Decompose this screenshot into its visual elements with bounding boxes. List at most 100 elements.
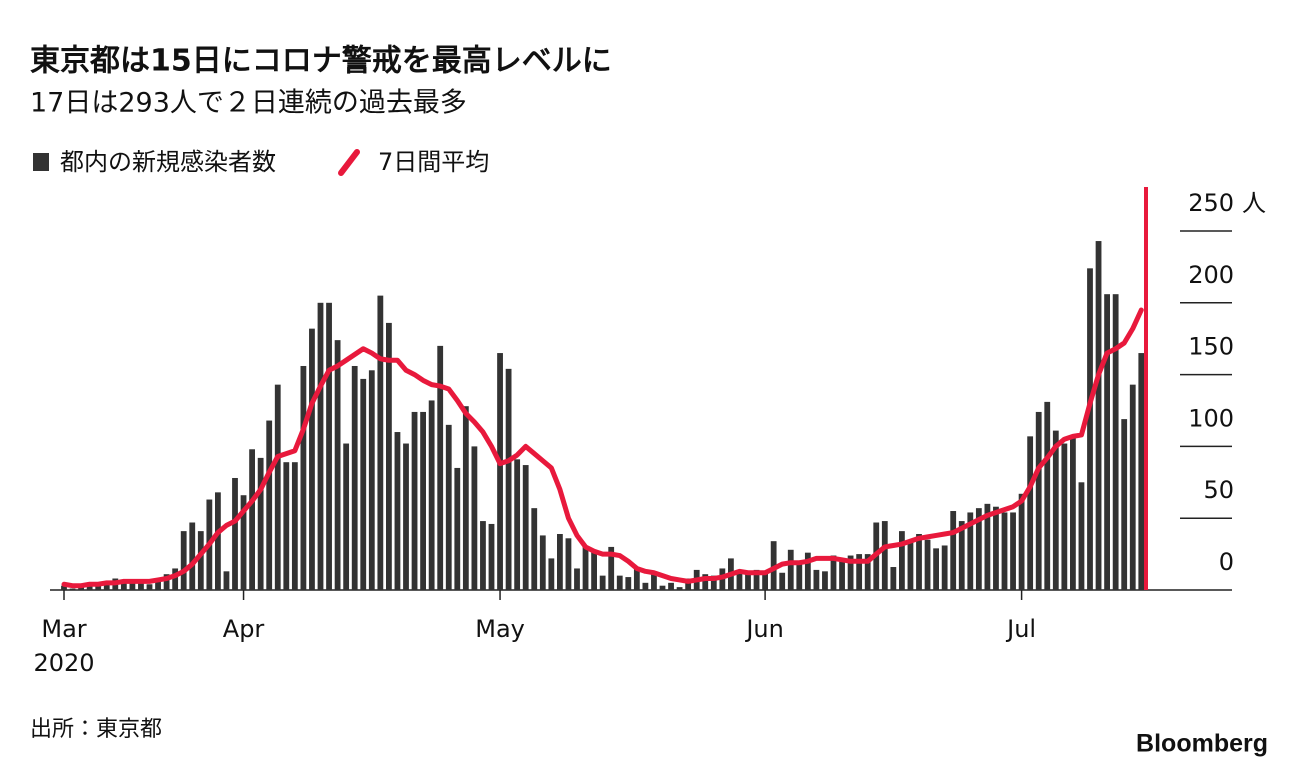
bar bbox=[69, 588, 76, 590]
bar bbox=[223, 571, 230, 590]
bar bbox=[274, 384, 281, 590]
bar bbox=[830, 555, 837, 590]
bar bbox=[565, 538, 572, 590]
x-tick-label: Mar bbox=[41, 615, 86, 643]
bar bbox=[403, 443, 409, 590]
bar bbox=[736, 569, 743, 590]
bar bbox=[1138, 353, 1145, 590]
bar bbox=[574, 568, 580, 590]
chart-title: 東京都は15日にコロナ警戒を最高レベルに bbox=[30, 44, 612, 79]
legend-label: 7日間平均 bbox=[378, 148, 489, 176]
bar bbox=[471, 446, 478, 590]
bar bbox=[950, 511, 957, 590]
x-year-label: 2020 bbox=[33, 649, 94, 677]
bar bbox=[377, 295, 384, 590]
brand-logo: Bloomberg bbox=[1136, 730, 1268, 758]
bar bbox=[129, 581, 136, 590]
bar bbox=[428, 400, 435, 590]
bar bbox=[710, 575, 717, 590]
bar bbox=[668, 582, 674, 590]
bar bbox=[249, 449, 255, 590]
bar bbox=[625, 577, 632, 590]
bar bbox=[103, 584, 110, 590]
bar bbox=[445, 424, 452, 590]
x-tick-label: May bbox=[475, 615, 525, 643]
bar bbox=[659, 585, 666, 590]
bar bbox=[941, 545, 948, 590]
bar bbox=[368, 370, 375, 590]
bar bbox=[984, 503, 991, 590]
bar bbox=[856, 554, 863, 590]
average-line bbox=[61, 307, 1144, 589]
x-tick-label: Jun bbox=[744, 615, 784, 643]
bar bbox=[78, 587, 84, 590]
bar bbox=[1095, 241, 1102, 590]
bar bbox=[1070, 437, 1076, 590]
plot-area: 0 50 100 150 200 250 人 Mar 2020 Apr May Jun Jul bbox=[33, 189, 1266, 677]
bar bbox=[61, 585, 67, 590]
bar bbox=[899, 531, 905, 590]
bar bbox=[676, 587, 683, 590]
bar bbox=[599, 575, 606, 590]
bar bbox=[1087, 268, 1093, 590]
bar bbox=[642, 582, 649, 590]
bar bbox=[531, 508, 538, 590]
bar bbox=[967, 512, 974, 590]
bar bbox=[283, 462, 290, 590]
bar bbox=[770, 541, 777, 590]
bar bbox=[804, 552, 811, 590]
bar bbox=[497, 353, 503, 590]
bar bbox=[813, 569, 820, 590]
bar bbox=[1001, 512, 1008, 590]
bar bbox=[240, 495, 247, 590]
bar bbox=[360, 378, 367, 590]
source: 出所：東京都 bbox=[30, 717, 162, 742]
bar bbox=[420, 411, 426, 590]
bar bbox=[548, 558, 555, 590]
bar bbox=[120, 581, 127, 590]
bar bbox=[480, 521, 486, 590]
bar bbox=[1112, 294, 1119, 590]
bar bbox=[343, 443, 350, 590]
bar bbox=[847, 555, 854, 590]
bar bbox=[138, 581, 144, 590]
bar bbox=[394, 432, 401, 590]
bar bbox=[890, 567, 897, 590]
bar bbox=[745, 574, 751, 590]
x-tick-label: Jul bbox=[1005, 615, 1036, 643]
bar bbox=[702, 574, 709, 590]
bar bbox=[317, 302, 324, 590]
bar bbox=[197, 531, 204, 590]
bar bbox=[215, 492, 221, 590]
bar bbox=[787, 549, 794, 590]
bar bbox=[1010, 512, 1016, 590]
bar bbox=[95, 585, 102, 590]
bar bbox=[334, 340, 341, 590]
bar bbox=[839, 558, 845, 590]
bar bbox=[1018, 493, 1025, 590]
legend-swatch bbox=[338, 149, 360, 176]
bar bbox=[522, 465, 529, 590]
bar bbox=[822, 571, 828, 590]
bar bbox=[907, 539, 914, 590]
bar bbox=[608, 546, 615, 590]
bar bbox=[180, 531, 187, 590]
bar bbox=[762, 571, 768, 590]
bar bbox=[651, 574, 657, 590]
bar bbox=[881, 521, 888, 590]
bar bbox=[958, 521, 965, 590]
bar bbox=[488, 523, 495, 590]
bar bbox=[232, 477, 238, 590]
y-tick-label: 250 bbox=[1188, 189, 1234, 217]
bar bbox=[933, 548, 939, 590]
bar bbox=[1104, 294, 1110, 590]
bar bbox=[539, 535, 546, 590]
bar bbox=[505, 368, 512, 590]
bar bbox=[1061, 443, 1068, 590]
legend-swatch bbox=[33, 153, 49, 171]
bar bbox=[557, 533, 563, 590]
bar bbox=[514, 459, 521, 590]
bar bbox=[1035, 411, 1042, 590]
y-tick-label: 200 bbox=[1188, 261, 1234, 289]
